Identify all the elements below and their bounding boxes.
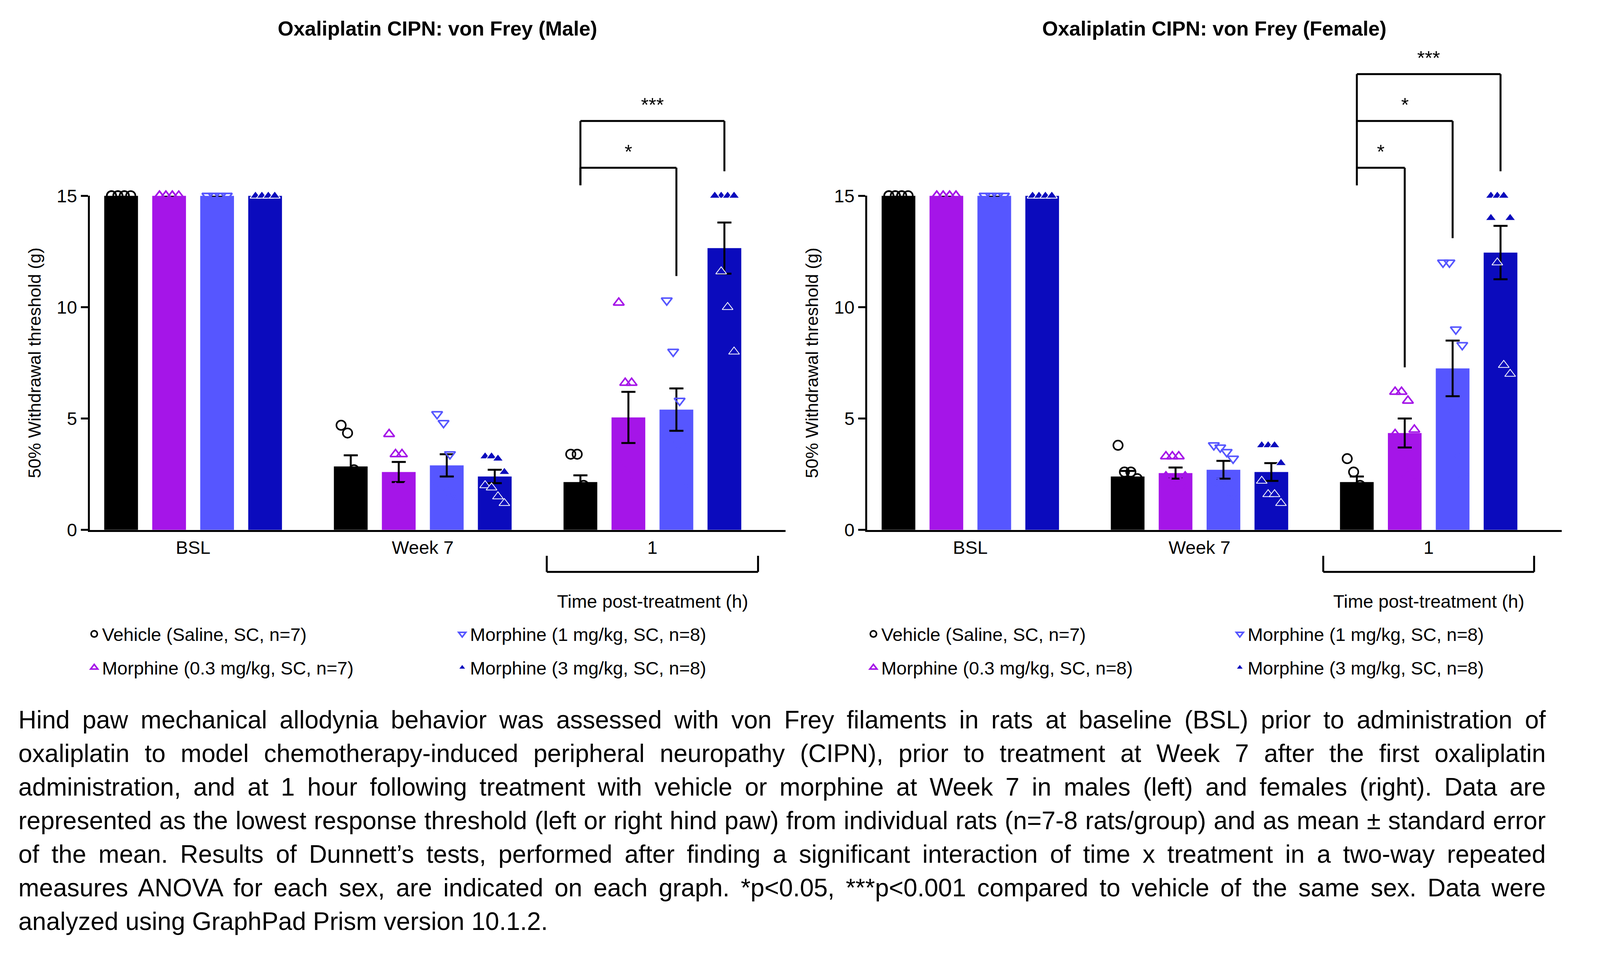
svg-text:BSL: BSL — [175, 537, 211, 558]
svg-text:5: 5 — [66, 408, 77, 429]
svg-text:Morphine (1 mg/kg, SC, n=8): Morphine (1 mg/kg, SC, n=8) — [469, 624, 707, 645]
svg-text:10: 10 — [833, 296, 855, 318]
svg-text:0: 0 — [844, 519, 855, 541]
svg-text:0: 0 — [66, 519, 77, 541]
svg-text:Oxaliplatin CIPN: von Frey (Fe: Oxaliplatin CIPN: von Frey (Female) — [1042, 17, 1387, 40]
svg-text:*: * — [624, 141, 633, 163]
svg-text:1: 1 — [1423, 537, 1434, 558]
svg-text:BSL: BSL — [953, 537, 988, 558]
svg-text:Week 7: Week 7 — [391, 537, 454, 558]
svg-text:10: 10 — [56, 296, 77, 318]
svg-text:Vehicle (Saline, SC, n=7): Vehicle (Saline, SC, n=7) — [881, 624, 1086, 645]
svg-text:Time post-treatment (h): Time post-treatment (h) — [557, 591, 749, 612]
svg-text:Vehicle (Saline, SC, n=7): Vehicle (Saline, SC, n=7) — [101, 624, 307, 645]
svg-text:Morphine (0.3 mg/kg, SC, n=7): Morphine (0.3 mg/kg, SC, n=7) — [101, 657, 354, 679]
svg-text:Morphine (0.3 mg/kg, SC, n=8): Morphine (0.3 mg/kg, SC, n=8) — [881, 657, 1133, 679]
svg-text:Oxaliplatin CIPN: von Frey (Ma: Oxaliplatin CIPN: von Frey (Male) — [277, 17, 598, 40]
svg-text:1: 1 — [647, 537, 658, 558]
svg-text:5: 5 — [844, 408, 855, 429]
svg-text:Time post-treatment (h): Time post-treatment (h) — [1333, 591, 1525, 612]
svg-text:*: * — [1401, 94, 1409, 117]
svg-text:*: * — [1376, 141, 1385, 163]
svg-text:Week 7: Week 7 — [1168, 537, 1231, 558]
svg-text:50% Withdrawal threshold (g): 50% Withdrawal threshold (g) — [24, 247, 45, 479]
svg-text:Morphine (1 mg/kg, SC, n=8): Morphine (1 mg/kg, SC, n=8) — [1247, 624, 1484, 645]
svg-text:15: 15 — [833, 185, 855, 207]
svg-text:***: *** — [641, 94, 664, 117]
svg-text:15: 15 — [56, 185, 77, 207]
svg-text:Morphine (3 mg/kg, SC, n=8): Morphine (3 mg/kg, SC, n=8) — [1247, 657, 1484, 679]
svg-text:***: *** — [1417, 47, 1440, 70]
svg-text:Morphine (3 mg/kg, SC, n=8): Morphine (3 mg/kg, SC, n=8) — [469, 657, 707, 679]
html-text:Hind paw mechanical allodynia: Hind paw mechanical allodynia behavior w… — [18, 705, 1546, 936]
svg-text:50% Withdrawal threshold (g): 50% Withdrawal threshold (g) — [801, 247, 822, 479]
